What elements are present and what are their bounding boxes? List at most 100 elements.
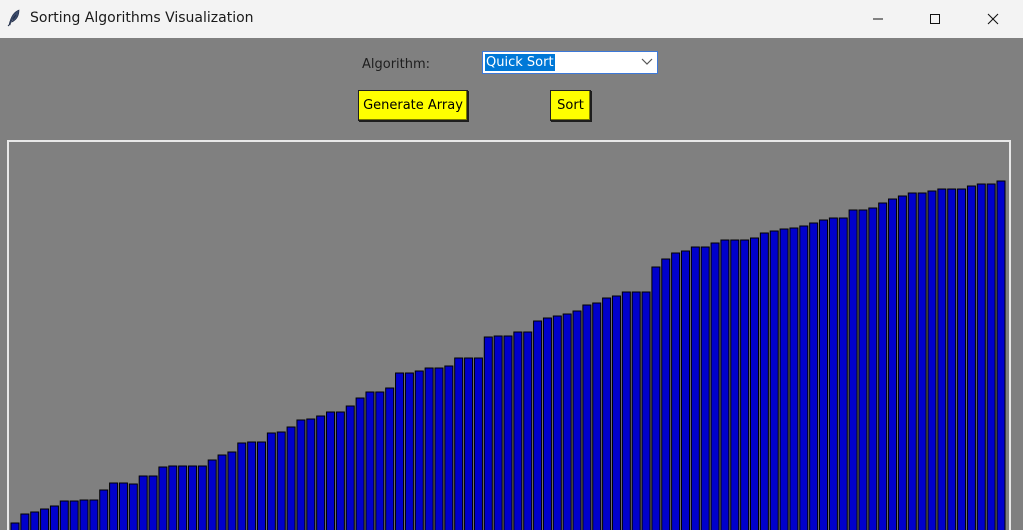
bar — [10, 522, 20, 530]
bar — [99, 489, 109, 530]
bar — [69, 500, 79, 530]
bar — [917, 192, 927, 530]
bar — [316, 415, 326, 530]
bar — [937, 188, 947, 530]
bar — [40, 508, 50, 530]
bar — [513, 331, 523, 530]
bar — [296, 419, 306, 530]
sort-button[interactable]: Sort — [550, 90, 591, 121]
bar — [118, 482, 128, 530]
bar — [671, 252, 681, 530]
bar — [641, 291, 651, 530]
bar — [424, 367, 434, 530]
bar — [464, 357, 474, 530]
bar — [395, 372, 405, 530]
bar — [237, 442, 247, 530]
main-panel: Algorithm: Quick Sort Generate Array Sor… — [0, 38, 1023, 530]
bar — [740, 239, 750, 530]
bar — [996, 180, 1006, 530]
bar — [414, 370, 424, 530]
bar — [602, 297, 612, 530]
bar — [306, 418, 316, 530]
bar — [20, 513, 30, 530]
bar — [868, 207, 878, 530]
maximize-button[interactable] — [912, 0, 958, 38]
bar — [434, 367, 444, 530]
bar — [750, 237, 759, 530]
bar-chart — [10, 180, 1006, 530]
bar — [651, 266, 661, 530]
bar — [345, 405, 355, 530]
bar — [848, 209, 858, 530]
close-icon — [987, 13, 999, 25]
bar — [592, 302, 602, 530]
minimize-button[interactable] — [855, 0, 901, 38]
bar — [533, 320, 543, 530]
bar — [779, 228, 789, 530]
bar — [680, 250, 690, 530]
bar — [138, 475, 148, 530]
bar — [986, 183, 996, 530]
bar — [493, 335, 503, 530]
generate-array-button[interactable]: Generate Array — [358, 90, 468, 121]
bar — [552, 315, 562, 530]
bar — [266, 432, 276, 530]
bar — [49, 505, 59, 530]
bar — [976, 183, 986, 530]
bar — [286, 426, 296, 530]
bar — [30, 511, 40, 530]
bar — [759, 232, 769, 530]
bar — [888, 198, 898, 530]
bar — [582, 304, 592, 530]
bar — [730, 239, 740, 530]
bar — [207, 459, 217, 530]
title-bar: Sorting Algorithms Visualization — [0, 0, 1023, 38]
bar — [789, 227, 799, 530]
bar — [483, 336, 493, 530]
bar — [227, 451, 237, 530]
bar — [128, 483, 138, 530]
chevron-down-icon[interactable] — [641, 58, 653, 66]
bar — [503, 335, 513, 530]
bar — [187, 465, 197, 530]
bar — [276, 431, 286, 530]
minimize-icon — [873, 18, 883, 20]
bar — [858, 209, 868, 530]
bar — [109, 482, 119, 530]
algorithm-label: Algorithm: — [362, 57, 431, 72]
bar — [217, 454, 227, 530]
bar — [828, 217, 838, 530]
bar — [611, 295, 621, 530]
bar — [365, 391, 375, 530]
bar-canvas — [7, 140, 1011, 530]
bar — [385, 387, 395, 530]
bar — [168, 465, 178, 530]
bar — [710, 242, 720, 530]
bar — [355, 397, 365, 530]
bar — [178, 465, 188, 530]
bar — [454, 357, 464, 530]
bar — [966, 185, 976, 530]
bar — [326, 411, 336, 530]
bar — [957, 188, 967, 530]
bar — [542, 317, 552, 530]
bar — [257, 441, 266, 530]
bar — [247, 441, 257, 530]
bar — [819, 219, 829, 530]
bar — [335, 411, 345, 530]
bar — [799, 225, 809, 530]
bar — [897, 195, 907, 530]
bar — [79, 499, 89, 530]
bar — [89, 499, 99, 530]
bar — [838, 217, 848, 530]
bar — [661, 258, 671, 530]
close-button[interactable] — [970, 0, 1016, 38]
algorithm-select[interactable]: Quick Sort — [482, 51, 658, 74]
bar — [375, 391, 385, 530]
bar — [700, 246, 710, 530]
feather-icon — [7, 9, 20, 27]
maximize-icon — [930, 14, 940, 24]
bar — [158, 466, 168, 530]
bar — [631, 291, 641, 530]
bar — [927, 190, 937, 530]
